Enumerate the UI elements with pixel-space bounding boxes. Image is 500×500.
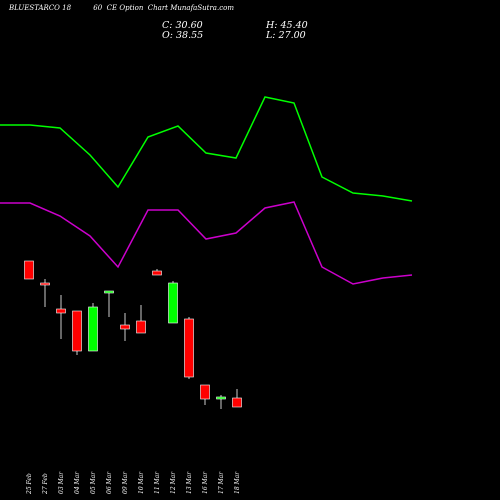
x-tick-label: 16 Mar xyxy=(202,471,209,494)
candle-body xyxy=(200,384,210,400)
candle-body xyxy=(168,282,178,324)
lower-band-line xyxy=(0,201,413,285)
x-tick-label: 12 Mar xyxy=(170,471,177,494)
candle-body xyxy=(40,282,50,286)
candle-body xyxy=(120,324,130,330)
low-value: L: 27.00 xyxy=(266,30,306,41)
x-tick-label: 05 Mar xyxy=(90,471,97,494)
candle-body xyxy=(56,308,66,314)
x-tick-label: 27 Feb xyxy=(42,473,49,495)
high-value: H: 45.40 xyxy=(266,20,308,31)
x-tick-label: 18 Mar xyxy=(234,471,241,494)
upper-band-line xyxy=(0,96,413,202)
candlesticks xyxy=(24,260,242,409)
candle-body xyxy=(216,396,226,400)
candle-body xyxy=(72,310,82,352)
candle-body xyxy=(88,306,98,352)
x-tick-label: 04 Mar xyxy=(74,471,81,494)
x-tick-label: 09 Mar xyxy=(122,471,129,494)
x-tick-label: 17 Mar xyxy=(218,471,225,494)
x-tick-label: 11 Mar xyxy=(154,471,161,494)
candle-body xyxy=(24,260,34,280)
x-tick-label: 10 Mar xyxy=(138,471,145,494)
band-lines xyxy=(0,96,413,285)
candle-body xyxy=(152,270,162,276)
x-axis-labels: 25 Feb 27 Feb 03 Mar 04 Mar 05 Mar 06 Mar 09 M… xyxy=(26,471,241,495)
candle-body xyxy=(232,397,242,408)
x-tick-label: 06 Mar xyxy=(106,471,113,494)
close-value: C: 30.60 xyxy=(162,20,203,31)
candle-body xyxy=(184,318,194,378)
candle-body xyxy=(104,290,114,294)
x-tick-label: 25 Feb xyxy=(26,473,33,495)
x-tick-label: 03 Mar xyxy=(58,471,65,494)
chart-title: BLUESTARCO 18 60 CE Option Chart MunafaS… xyxy=(9,4,234,12)
x-tick-label: 13 Mar xyxy=(186,471,193,494)
open-value: O: 38.55 xyxy=(162,30,204,41)
candle-body xyxy=(136,320,146,334)
